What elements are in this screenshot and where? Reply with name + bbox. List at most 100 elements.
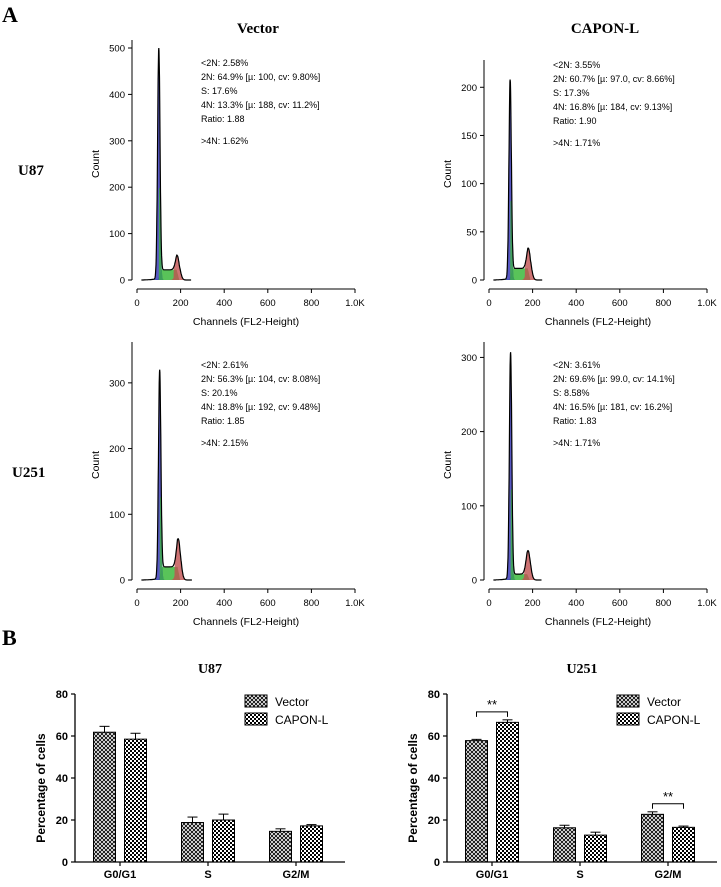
x-tick-label: G0/G1 <box>476 869 508 881</box>
y-tick-label: 100 <box>461 501 477 512</box>
x-tick-label: 1.0K <box>345 298 365 309</box>
bar-capon-l-g2-m <box>672 826 695 863</box>
stat-line: 4N: 16.8% [µ: 184, cv: 9.13%] <box>553 102 672 112</box>
y-tick-label: 0 <box>434 857 440 869</box>
x-tick-label: 0 <box>134 598 139 609</box>
legend-swatch-vector <box>244 694 268 708</box>
stat-line: <2N: 3.55% <box>553 60 600 70</box>
bar-capon-l-g0-g1 <box>496 721 519 863</box>
stat-line: <2N: 2.61% <box>201 360 248 370</box>
bar-vector-g0-g1 <box>465 740 488 863</box>
y-tick-label: 200 <box>109 444 125 455</box>
x-tick-label: 600 <box>260 298 276 309</box>
panel-label-a: A <box>2 2 18 27</box>
y-tick-label: 0 <box>120 576 125 587</box>
y-tick-label: 200 <box>461 427 477 438</box>
y-axis-label: Count <box>442 451 454 479</box>
x-tick-label: 1.0K <box>345 598 365 609</box>
bar-chart-u87: U87 0 20 40 60 80 Percentage of cells G0/G1 S G2/… <box>34 662 345 881</box>
x-tick-label: 600 <box>612 598 628 609</box>
legend-label-capon-l: CAPON-L <box>647 713 701 727</box>
stat-line: 4N: 16.5% [µ: 181, cv: 16.2%] <box>553 402 672 412</box>
y-axis-label: Percentage of cells <box>34 733 48 843</box>
y-tick-label: 20 <box>56 815 68 827</box>
x-tick-label: 600 <box>612 298 628 309</box>
x-axis-label: Channels (FL2-Height) <box>545 616 651 628</box>
y-tick-label: 20 <box>428 815 440 827</box>
x-tick-label: 800 <box>303 598 319 609</box>
y-tick-label: 60 <box>56 731 68 743</box>
s-phase-area <box>493 574 542 580</box>
stat-line: 4N: 13.3% [µ: 188, cv: 11.2%] <box>201 100 320 110</box>
flow-histogram-2: 0 50 100 150 200 0 200 400 600 800 1.0K Channels (F… <box>442 60 717 328</box>
x-tick-label: 200 <box>173 598 189 609</box>
bar-capon-l-g2-m <box>300 825 323 863</box>
legend-swatch-capon-l <box>616 712 640 726</box>
x-tick-label: 1.0K <box>697 298 717 309</box>
y-axis-label: Percentage of cells <box>406 733 420 843</box>
x-tick-label: 400 <box>216 298 232 309</box>
y-tick-label: 100 <box>109 510 125 521</box>
x-tick-label: 800 <box>655 298 671 309</box>
g1-peak-area <box>493 82 543 280</box>
stat-line: >4N: 1.62% <box>201 136 248 146</box>
x-tick-label: 200 <box>173 298 189 309</box>
x-tick-label: 1.0K <box>697 598 717 609</box>
x-tick-label: 200 <box>525 298 541 309</box>
bar-capon-l-g0-g1 <box>124 738 147 863</box>
x-axis-label: Channels (FL2-Height) <box>545 316 651 328</box>
flow-histogram-3: 0 100 200 300 0 200 400 600 800 1.0K Channels (FL2… <box>90 342 365 628</box>
x-tick-label: 600 <box>260 598 276 609</box>
stat-line: <2N: 2.58% <box>201 58 248 68</box>
stat-line: <2N: 3.61% <box>553 360 600 370</box>
bar-chart-title: U251 <box>566 662 597 677</box>
y-tick-label: 0 <box>472 576 477 587</box>
x-tick-label: 0 <box>486 598 491 609</box>
y-axis-label: Count <box>90 150 102 178</box>
legend-label-vector: Vector <box>275 695 309 709</box>
y-tick-label: 80 <box>428 689 440 701</box>
stat-line: 2N: 60.7% [µ: 97.0, cv: 8.66%] <box>553 74 675 84</box>
x-axis-label: Channels (FL2-Height) <box>193 616 299 628</box>
y-tick-label: 0 <box>472 276 477 287</box>
stat-line: Ratio: 1.85 <box>201 416 245 426</box>
flow-histogram-1: 0 100 200 300 400 500 0 200 400 600 800 1.0K Channel… <box>90 40 365 328</box>
stat-line: S: 8.58% <box>553 388 590 398</box>
bar-vector-s <box>553 827 576 863</box>
y-tick-label: 100 <box>461 179 477 190</box>
x-tick-label: 400 <box>568 298 584 309</box>
y-tick-label: 40 <box>56 773 68 785</box>
x-tick-label: G2/M <box>655 869 682 881</box>
row-title-u87: U87 <box>18 163 44 179</box>
bar-chart-u251: U251 0 20 40 60 80 Percentage of cells G0/G1 S G2… <box>406 662 717 881</box>
s-phase-area <box>493 268 543 280</box>
x-tick-label: 800 <box>655 598 671 609</box>
y-tick-label: 60 <box>428 731 440 743</box>
x-tick-label: 400 <box>568 598 584 609</box>
y-tick-label: 300 <box>109 136 125 147</box>
s-phase-area <box>141 269 192 280</box>
histogram-outline <box>493 352 542 581</box>
g1-peak-area <box>141 50 192 280</box>
stat-line: Ratio: 1.90 <box>553 116 597 126</box>
significance-label: ** <box>663 789 673 804</box>
y-tick-label: 200 <box>461 83 477 94</box>
stat-line: 4N: 18.8% [µ: 192, cv: 9.48%] <box>201 402 320 412</box>
y-tick-label: 50 <box>466 227 477 238</box>
bar-chart-title: U87 <box>198 662 222 677</box>
y-tick-label: 40 <box>428 773 440 785</box>
x-tick-label: 0 <box>134 298 139 309</box>
stat-line: >4N: 2.15% <box>201 438 248 448</box>
x-tick-label: S <box>576 869 583 881</box>
g1-peak-area <box>141 373 192 580</box>
x-tick-label: G2/M <box>283 869 310 881</box>
stat-line: Ratio: 1.83 <box>553 416 597 426</box>
g1-peak-area <box>493 353 542 580</box>
stat-line: S: 17.6% <box>201 86 238 96</box>
y-tick-label: 0 <box>120 276 125 287</box>
panel-label-b: B <box>2 625 17 650</box>
y-tick-label: 300 <box>109 378 125 389</box>
